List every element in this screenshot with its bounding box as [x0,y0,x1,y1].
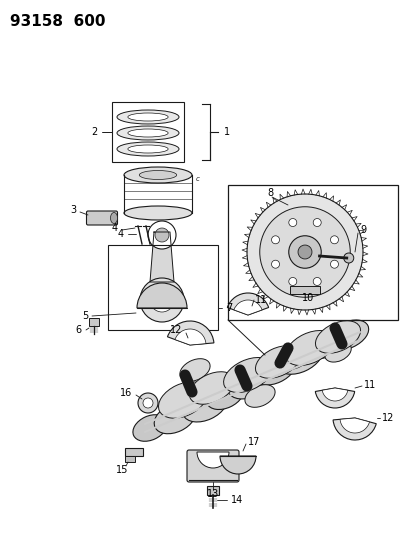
Circle shape [154,228,169,242]
Ellipse shape [110,213,117,223]
Text: 4: 4 [112,223,118,233]
Circle shape [138,393,158,413]
Text: 6: 6 [76,325,82,335]
Ellipse shape [277,342,322,374]
Wedge shape [167,321,214,345]
Text: 12: 12 [381,413,394,423]
Circle shape [288,219,296,227]
Text: 16: 16 [119,388,132,398]
Text: 9: 9 [359,225,365,235]
Ellipse shape [180,359,209,381]
Ellipse shape [327,320,368,350]
Wedge shape [321,388,347,401]
Text: c: c [195,176,199,182]
Circle shape [140,278,183,322]
Wedge shape [233,300,261,315]
Ellipse shape [124,167,192,183]
FancyBboxPatch shape [86,211,117,225]
Ellipse shape [206,381,243,409]
Ellipse shape [244,385,275,407]
Ellipse shape [124,206,192,220]
Text: 11: 11 [363,380,375,390]
Text: 4: 4 [118,229,124,239]
Text: 93158  600: 93158 600 [10,14,105,29]
Text: 13: 13 [206,489,218,499]
Text: 2: 2 [92,127,98,137]
Circle shape [330,236,338,244]
Text: 12: 12 [169,325,182,335]
Circle shape [330,260,338,268]
Text: 3: 3 [70,205,76,215]
Ellipse shape [128,113,168,121]
Ellipse shape [315,321,360,353]
Ellipse shape [285,330,334,366]
Circle shape [313,278,320,286]
Ellipse shape [158,382,207,418]
Ellipse shape [117,126,178,140]
Wedge shape [315,388,354,408]
Circle shape [297,245,311,259]
Wedge shape [175,329,205,345]
Wedge shape [227,293,268,315]
Text: 5: 5 [81,311,88,321]
Ellipse shape [117,142,178,156]
Ellipse shape [139,171,176,180]
Polygon shape [150,232,173,282]
Circle shape [271,236,279,244]
Circle shape [142,398,153,408]
Ellipse shape [128,145,168,153]
Circle shape [259,207,349,297]
Ellipse shape [255,346,300,378]
Wedge shape [339,418,368,433]
Text: 17: 17 [247,437,260,447]
Ellipse shape [133,415,167,441]
Text: 14: 14 [230,495,243,505]
Wedge shape [197,452,228,468]
Ellipse shape [279,346,309,369]
Text: 7: 7 [225,303,232,313]
Wedge shape [137,283,187,308]
Text: 8: 8 [266,188,273,198]
Circle shape [150,288,173,312]
Bar [125,456,135,462]
Circle shape [313,219,320,227]
Ellipse shape [227,365,272,399]
Circle shape [271,260,279,268]
Circle shape [288,278,296,286]
Ellipse shape [189,372,234,404]
Text: 15: 15 [116,465,128,475]
Bar [125,448,142,456]
Ellipse shape [223,358,272,392]
Bar [112,102,183,162]
Text: 10: 10 [301,293,313,303]
Ellipse shape [306,331,343,359]
Ellipse shape [128,129,168,137]
Ellipse shape [324,342,350,362]
Circle shape [247,194,362,310]
Text: 1: 1 [223,127,230,137]
Ellipse shape [154,402,195,434]
Wedge shape [332,418,375,440]
Circle shape [343,253,353,263]
Bar [228,185,397,320]
FancyBboxPatch shape [187,450,238,482]
Text: 11: 11 [254,295,267,305]
Wedge shape [219,456,255,474]
Ellipse shape [182,388,227,422]
Ellipse shape [117,110,178,124]
Bar [206,486,218,495]
Bar [108,245,218,330]
Ellipse shape [254,355,295,385]
Bar [89,318,99,326]
Circle shape [288,236,320,268]
Bar [289,286,319,294]
Circle shape [147,221,176,249]
